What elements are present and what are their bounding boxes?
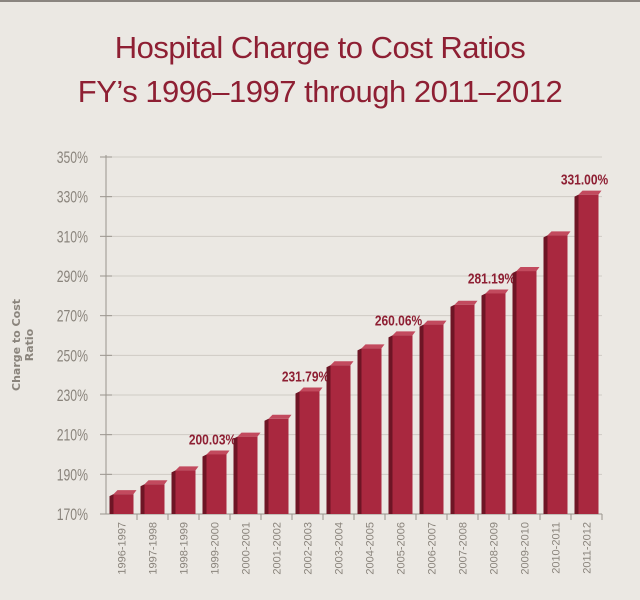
y-tick-label: 250%	[57, 348, 88, 366]
bar-top	[237, 432, 261, 437]
x-tick-label: 1997-1998	[148, 522, 160, 575]
bar	[423, 324, 444, 514]
bar	[361, 348, 382, 514]
y-tick-label: 230%	[57, 387, 88, 405]
x-tick-label: 2004-2005	[365, 522, 377, 575]
bar-side	[295, 391, 300, 514]
bar-side	[233, 436, 238, 514]
data-label: 200.03%	[189, 431, 236, 448]
bar-top	[175, 466, 199, 471]
bar	[485, 293, 506, 514]
x-tick-label: 2009-2010	[520, 522, 532, 575]
data-label: 331.00%	[561, 171, 608, 188]
bar-side	[512, 271, 517, 514]
x-tick-label: 2002-2003	[303, 522, 315, 575]
x-tick-label: 1999-2000	[210, 522, 222, 575]
bar-top	[578, 190, 602, 195]
bar-top	[144, 480, 168, 485]
bar-side	[388, 335, 393, 514]
bar-side	[450, 304, 455, 514]
bar-side	[140, 484, 145, 514]
data-label: 281.19%	[468, 270, 515, 287]
bar-top	[330, 361, 354, 366]
bar-top	[113, 490, 137, 495]
bar-side	[109, 494, 114, 514]
y-tick-label: 350%	[57, 149, 88, 167]
bar	[454, 304, 475, 514]
y-tick-label: 170%	[57, 506, 88, 524]
bar	[113, 494, 134, 514]
y-tick-label: 310%	[57, 229, 88, 247]
y-tick-label: 290%	[57, 268, 88, 286]
bar-side	[171, 470, 176, 514]
bar	[268, 418, 289, 514]
bar	[516, 271, 537, 514]
bar-top	[485, 289, 509, 294]
bar-side	[202, 454, 207, 514]
bar-top	[299, 387, 323, 392]
bar	[237, 436, 258, 514]
bar-side	[574, 194, 579, 514]
bar-top	[392, 331, 416, 336]
x-tick-label: 2010-2011	[551, 522, 563, 574]
bar-side	[481, 293, 486, 514]
y-tick-label: 270%	[57, 308, 88, 326]
x-tick-label: 1998-1999	[179, 522, 191, 575]
bar-top	[516, 267, 540, 272]
bar-side	[419, 324, 424, 514]
bar	[144, 484, 165, 514]
bar-top	[423, 320, 447, 325]
x-tick-label: 2008-2009	[489, 522, 501, 575]
bar-top	[268, 414, 292, 419]
data-label: 231.79%	[282, 368, 329, 385]
bar-top	[361, 344, 385, 349]
bar	[175, 470, 196, 514]
y-tick-label: 190%	[57, 467, 88, 485]
bar	[392, 335, 413, 514]
x-tick-label: 2007-2008	[458, 522, 470, 575]
y-tick-label: 330%	[57, 189, 88, 207]
bar-side	[326, 365, 331, 514]
x-tick-label: 2011-2012	[582, 522, 594, 574]
bar-side	[357, 348, 362, 514]
bar	[299, 391, 320, 514]
x-tick-label: 2000-2001	[241, 522, 253, 575]
bar-top	[206, 450, 230, 455]
x-tick-label: 2005-2006	[396, 522, 408, 575]
y-tick-label: 210%	[57, 427, 88, 445]
x-tick-label: 1996-1997	[117, 522, 129, 575]
bar	[547, 235, 568, 514]
bar	[330, 365, 351, 514]
bar-side	[264, 418, 269, 514]
chart-subtitle: FY’s 1996–1997 through 2011–2012	[77, 74, 563, 109]
x-tick-label: 2001-2002	[272, 522, 284, 575]
bar	[206, 454, 227, 514]
bar	[578, 194, 599, 514]
bar-top	[547, 231, 571, 236]
bar-side	[543, 235, 548, 514]
data-label: 260.06%	[375, 312, 422, 329]
x-tick-label: 2003-2004	[334, 522, 346, 575]
bar-top	[454, 300, 478, 305]
chart-title: Hospital Charge to Cost Ratios	[114, 30, 526, 65]
x-tick-label: 2006-2007	[427, 522, 439, 575]
